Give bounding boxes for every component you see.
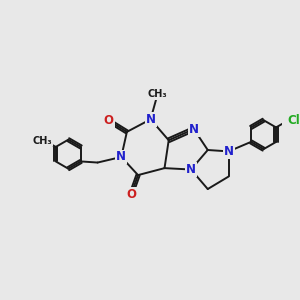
Text: N: N (224, 145, 234, 158)
Text: N: N (189, 123, 199, 136)
Text: Cl: Cl (287, 114, 300, 127)
Text: CH₃: CH₃ (148, 89, 167, 99)
Text: N: N (186, 163, 196, 176)
Text: N: N (146, 113, 156, 126)
Text: O: O (104, 114, 114, 127)
Text: CH₃: CH₃ (32, 136, 52, 146)
Text: O: O (126, 188, 136, 201)
Text: N: N (116, 151, 126, 164)
